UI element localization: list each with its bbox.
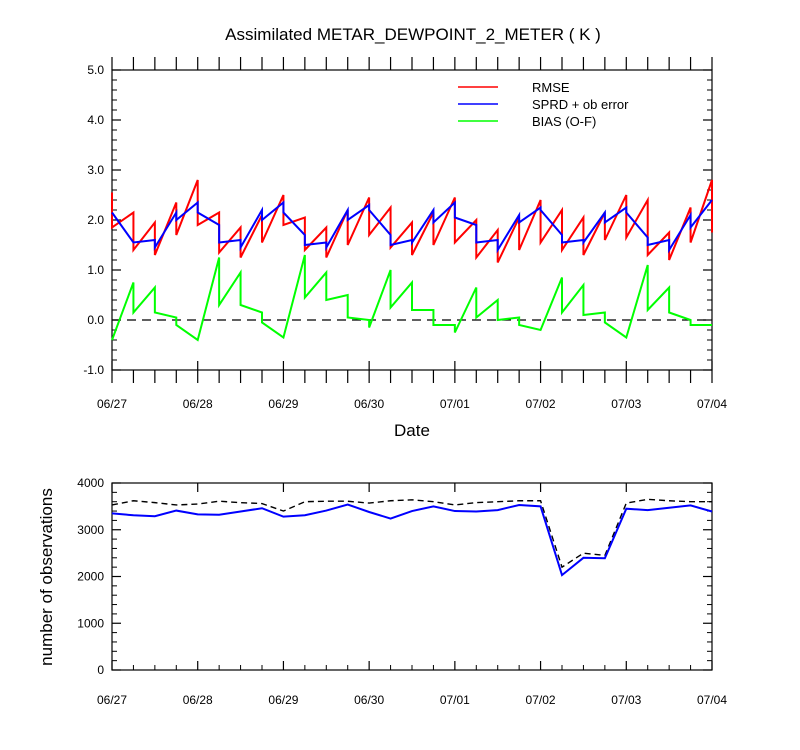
y-tick-label: 1.0 bbox=[87, 263, 104, 277]
x-tick-label-07-03: 07/03 bbox=[611, 397, 641, 411]
y-tick-label: 4000 bbox=[77, 476, 104, 490]
top-chart: Assimilated METAR_DEWPOINT_2_METER ( K )… bbox=[83, 25, 727, 440]
x-tick-label-07-01: 07/01 bbox=[440, 693, 470, 707]
chart-title: Assimilated METAR_DEWPOINT_2_METER ( K ) bbox=[225, 25, 601, 44]
series-line-possible bbox=[111, 498, 712, 569]
y-tick-label: 1000 bbox=[77, 616, 104, 630]
bottom-chart: 06/27 06/28 06/29 06/30 07/01 07/02 07/03 07/04… bbox=[37, 476, 727, 707]
x-tick-label-06-30: 06/30 bbox=[354, 693, 384, 707]
x-tick-label-07-04: 07/04 bbox=[697, 693, 727, 707]
x-tick-label-06-30: 06/30 bbox=[354, 397, 384, 411]
y-tick-label: 2.0 bbox=[87, 213, 104, 227]
y-tick-label: 3.0 bbox=[87, 163, 104, 177]
y-tick-label: 3000 bbox=[77, 523, 104, 537]
x-tick-label-07-02: 07/02 bbox=[526, 397, 556, 411]
x-axis-title: Date bbox=[394, 421, 430, 440]
x-tick-label-07-04: 07/04 bbox=[697, 397, 727, 411]
y-tick-label: 0 bbox=[97, 663, 104, 677]
bottom-ticks: 06/27 06/28 06/29 06/30 07/01 07/02 07/03 07/04… bbox=[77, 476, 727, 707]
legend-label-bias: BIAS (O-F) bbox=[532, 114, 596, 129]
series-line-bias-o-f bbox=[111, 254, 712, 342]
x-tick-label-06-29: 06/29 bbox=[268, 693, 298, 707]
y-tick-label: -1.0 bbox=[83, 363, 104, 377]
y-axis-title-observations: number of observations bbox=[37, 488, 56, 666]
legend: RMSE SPRD + ob error BIAS (O-F) bbox=[458, 80, 629, 129]
series-line-sprd-ob-error bbox=[111, 199, 713, 254]
top-ticks: 06/27 06/28 06/29 06/30 07/01 07/02 07/03 07/04… bbox=[83, 57, 727, 411]
x-tick-label-06-28: 06/28 bbox=[183, 397, 213, 411]
series-line-rmse bbox=[111, 179, 713, 263]
legend-label-rmse: RMSE bbox=[532, 80, 570, 95]
legend-label-sprd: SPRD + ob error bbox=[532, 97, 629, 112]
x-tick-label-07-01: 07/01 bbox=[440, 397, 470, 411]
y-tick-label: 0.0 bbox=[87, 313, 104, 327]
y-tick-label: 2000 bbox=[77, 570, 104, 584]
x-tick-label-06-27: 06/27 bbox=[97, 693, 127, 707]
x-tick-label-06-27: 06/27 bbox=[97, 397, 127, 411]
series-line-assimilated bbox=[111, 503, 713, 577]
x-tick-label-06-29: 06/29 bbox=[268, 397, 298, 411]
x-tick-label-07-03: 07/03 bbox=[611, 693, 641, 707]
x-tick-label-06-28: 06/28 bbox=[183, 693, 213, 707]
y-tick-label: 4.0 bbox=[87, 113, 104, 127]
x-tick-label-07-02: 07/02 bbox=[526, 693, 556, 707]
y-tick-label: 5.0 bbox=[87, 63, 104, 77]
